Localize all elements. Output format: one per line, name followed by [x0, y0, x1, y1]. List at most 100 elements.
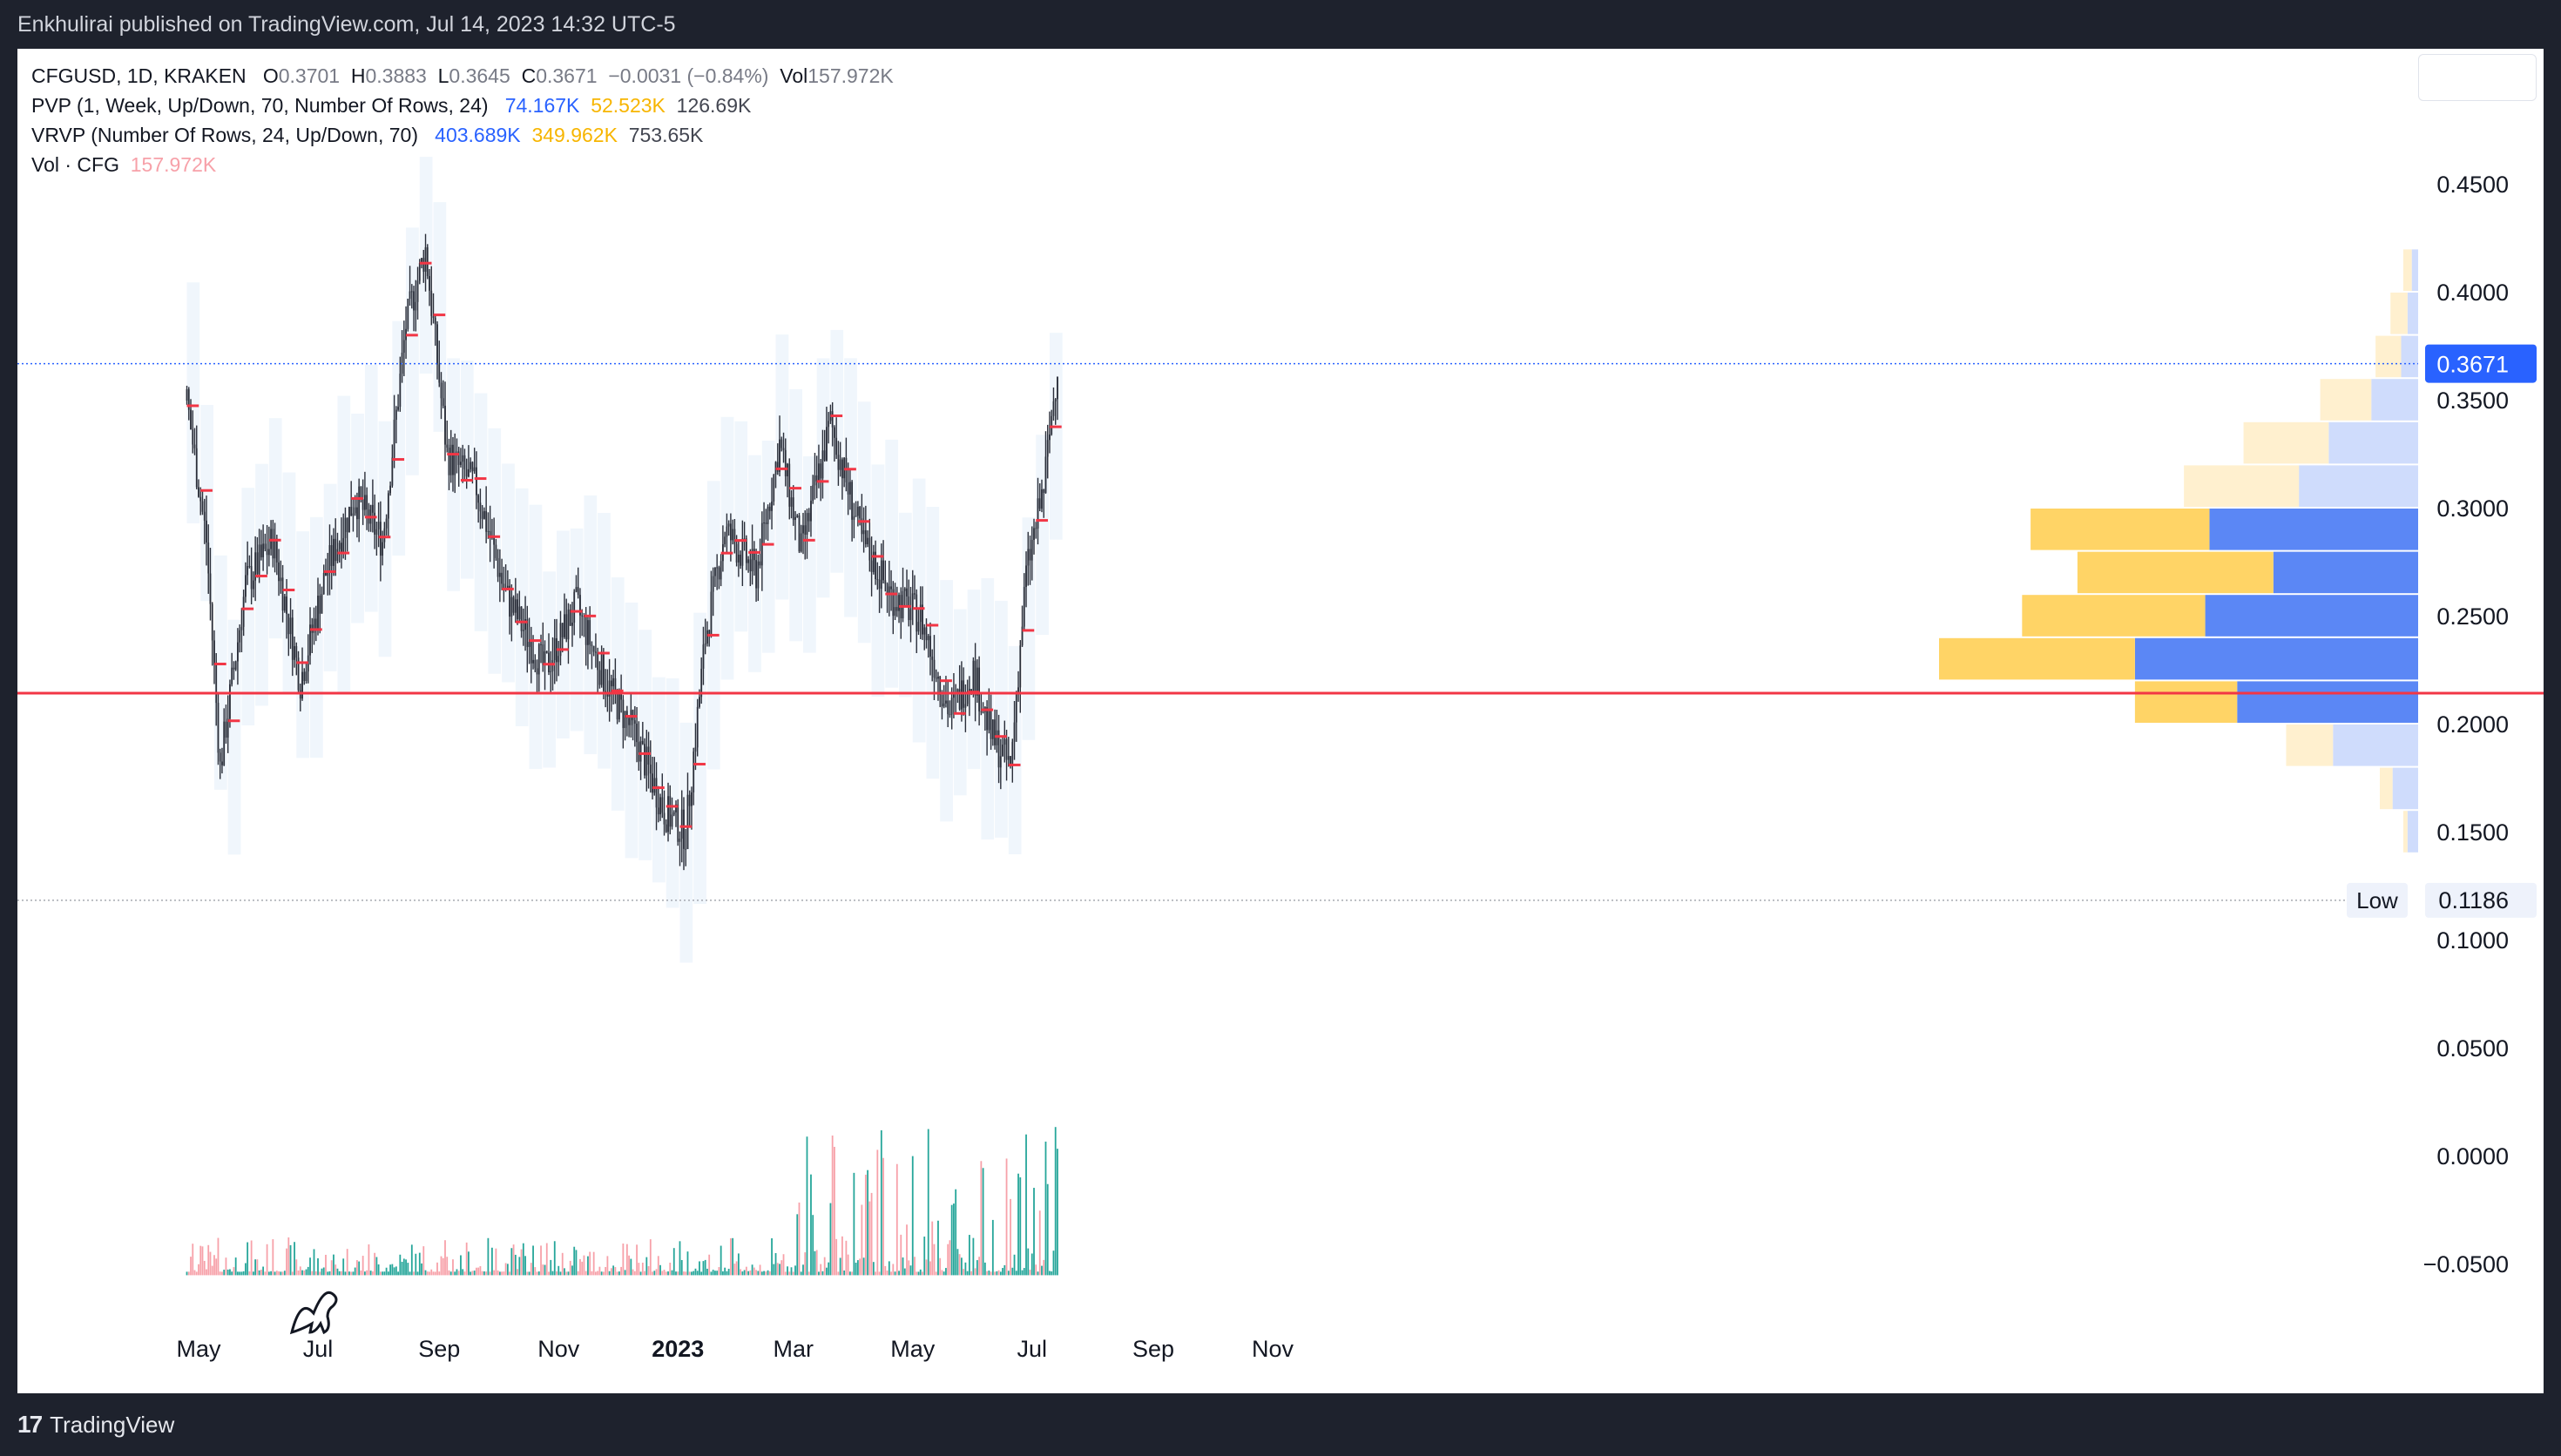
volume-bar	[195, 1271, 198, 1276]
volume-bar	[1030, 1253, 1033, 1276]
candle-body	[841, 459, 843, 479]
volume-bar	[970, 1271, 973, 1276]
candle-body	[424, 246, 427, 273]
vrvp-total: 753.65K	[628, 124, 704, 146]
candle-body	[278, 562, 280, 582]
candle-body	[680, 809, 683, 839]
candle-body	[999, 756, 1002, 768]
volume-bar	[652, 1271, 653, 1276]
pvp-band	[364, 365, 378, 612]
candle-body	[436, 324, 438, 365]
volume-bar	[391, 1264, 394, 1276]
publish-header: Enkhulirai published on TradingView.com,…	[0, 0, 2561, 49]
price-chart[interactable]: 0.50000.45000.40000.35000.30000.25000.20…	[17, 49, 2544, 1393]
vrvp-down-row	[2077, 551, 2274, 594]
volume-bar	[740, 1269, 742, 1276]
candle-body	[1029, 549, 1031, 561]
volume-bar	[747, 1271, 749, 1276]
candle-body	[481, 511, 483, 519]
x-tick-label: Nov	[1252, 1336, 1294, 1362]
volume-bar	[949, 1240, 951, 1276]
candle-body	[530, 642, 532, 664]
volume-bar	[726, 1271, 728, 1276]
candle-body	[410, 291, 413, 293]
volume-bar	[476, 1267, 477, 1276]
volume-bar	[522, 1243, 524, 1276]
candle-body	[418, 263, 421, 281]
candle-body	[974, 660, 976, 696]
vrvp-up-row	[2371, 379, 2418, 421]
candle-body	[186, 389, 188, 401]
volume-bar	[806, 1136, 808, 1276]
volume-bar	[237, 1271, 239, 1276]
candle-body	[371, 504, 374, 513]
volume-bar	[377, 1264, 380, 1276]
candle-body	[708, 630, 711, 636]
candle-body	[589, 620, 591, 645]
candle-body	[209, 573, 212, 604]
volume-bar	[233, 1267, 235, 1276]
volume-bar	[1010, 1198, 1011, 1276]
tradingview-logo-icon[interactable]: 17	[17, 1411, 43, 1438]
volume-bar	[1051, 1271, 1053, 1276]
legend-main[interactable]: CFGUSD, 1D, KRAKEN O0.3701 H0.3883 L0.36…	[31, 61, 894, 91]
candle-body	[784, 449, 787, 476]
volume-bar	[291, 1271, 294, 1276]
vrvp-down: 349.962K	[531, 124, 618, 146]
chart-settings-box[interactable]	[2418, 54, 2537, 101]
volume-bar	[589, 1251, 591, 1276]
volume-bar	[925, 1259, 928, 1276]
candle-body	[677, 804, 679, 842]
legend-volume[interactable]: Vol · CFG 157.972K	[31, 150, 894, 179]
candle-body	[193, 444, 196, 448]
volume-bar	[820, 1264, 822, 1276]
candle-body	[958, 689, 961, 710]
volume-bar	[438, 1271, 441, 1276]
chart-frame[interactable]: 0.50000.45000.40000.35000.30000.25000.20…	[17, 49, 2544, 1393]
footer-brand[interactable]: TradingView	[50, 1411, 175, 1438]
legend-pvp[interactable]: PVP (1, Week, Up/Down, 70, Number Of Row…	[31, 91, 894, 120]
vrvp-up-row	[2299, 465, 2418, 507]
volume-bar	[683, 1271, 685, 1276]
volume-bar	[358, 1261, 361, 1276]
candle-body	[867, 537, 868, 545]
volume-bar	[383, 1271, 386, 1276]
volume-bar	[299, 1266, 301, 1276]
candle-body	[448, 448, 450, 475]
candle-body	[645, 746, 648, 776]
volume-bar	[399, 1254, 402, 1276]
volume-bar	[763, 1271, 765, 1276]
volume-bar	[876, 1149, 879, 1276]
candle-body	[741, 538, 744, 566]
legend-vrvp[interactable]: VRVP (Number Of Rows, 24, Up/Down, 70) 4…	[31, 120, 894, 150]
candle-body	[639, 740, 642, 762]
volume-bar	[814, 1250, 816, 1276]
candle-body	[199, 496, 202, 502]
candle-body	[587, 620, 589, 645]
candle-body	[848, 482, 851, 495]
volume-bar	[219, 1271, 221, 1276]
candle-body	[416, 280, 419, 302]
volume-bar	[612, 1265, 615, 1276]
volume-bar	[1002, 1268, 1003, 1276]
candle-body	[561, 623, 564, 637]
volume-bar	[305, 1269, 307, 1276]
volume-bar	[577, 1271, 579, 1276]
candle-body	[702, 644, 705, 669]
candle-body	[294, 646, 295, 660]
candle-body	[342, 537, 345, 553]
volume-bar	[526, 1271, 529, 1276]
volume-bar	[953, 1203, 955, 1276]
volume-bar	[587, 1256, 589, 1276]
candle-body	[305, 671, 307, 681]
volume-bar	[481, 1271, 483, 1276]
volume-bar	[530, 1263, 532, 1276]
volume-bar	[659, 1264, 661, 1276]
change-value: −0.0031 (−0.84%)	[608, 64, 769, 87]
candle-body	[454, 452, 456, 475]
volume-bar	[374, 1252, 376, 1276]
candle-body	[567, 609, 570, 640]
candle-body	[821, 450, 824, 479]
volume-bar	[497, 1270, 499, 1276]
volume-bar	[328, 1271, 331, 1276]
